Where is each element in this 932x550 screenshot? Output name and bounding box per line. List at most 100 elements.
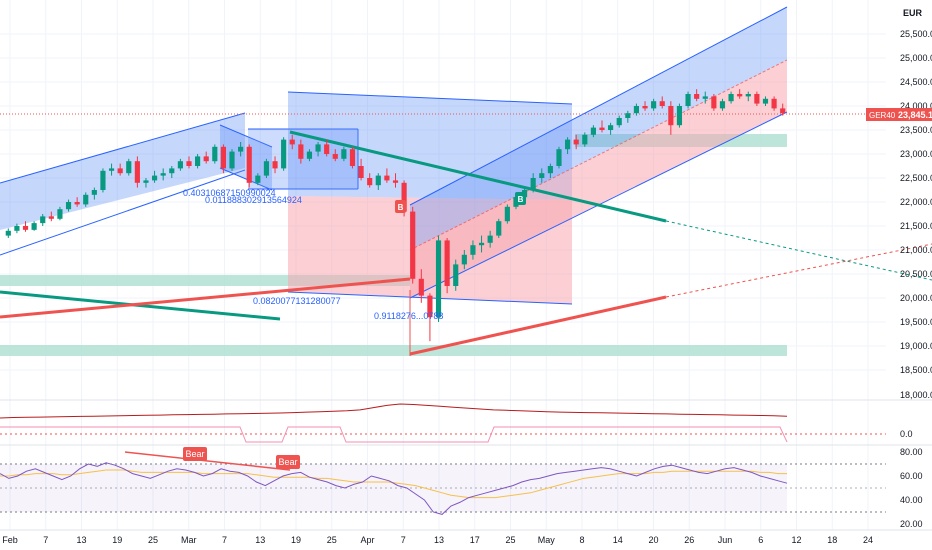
candle xyxy=(608,122,614,135)
candle xyxy=(762,96,769,106)
candle xyxy=(719,98,726,111)
candle xyxy=(435,235,442,322)
time-axis[interactable]: Feb 7 13 19 25 Mar 7 13 19 25 Apr 7 13 17 25 May 8 14 20 26… xyxy=(2,535,873,545)
candle xyxy=(306,149,313,162)
price-tick: 22,500.0 xyxy=(900,173,932,183)
candle xyxy=(375,173,381,190)
fib-line[interactable] xyxy=(287,91,573,105)
time-tick: Apr xyxy=(360,535,374,545)
buy-marker[interactable]: B xyxy=(515,192,526,205)
candle xyxy=(126,158,132,176)
candle xyxy=(582,132,588,147)
rsi-pane: Bear Bear 80.00 60.00 40.00 20.00 xyxy=(0,447,923,529)
fib-line[interactable] xyxy=(219,167,273,191)
price-tick: 25,500.0 xyxy=(900,29,932,39)
candle xyxy=(298,139,304,164)
candle xyxy=(238,142,244,157)
candle xyxy=(780,103,786,116)
time-tick: 18 xyxy=(827,535,837,545)
fib-line[interactable] xyxy=(219,124,273,148)
channel-lower-fill xyxy=(410,60,787,298)
candles xyxy=(5,89,786,342)
candle xyxy=(186,156,192,169)
price-tick: 23,000.0 xyxy=(900,149,932,159)
candle xyxy=(40,214,46,226)
candle xyxy=(22,221,29,232)
candle xyxy=(470,240,476,260)
candle xyxy=(487,230,493,248)
time-tick: 8 xyxy=(579,535,584,545)
price-tick: 19,500.0 xyxy=(900,317,932,327)
price-tick: 23,500.0 xyxy=(900,125,932,135)
trendline-red[interactable] xyxy=(409,295,667,356)
rsi-ma-line xyxy=(0,469,787,499)
candle xyxy=(539,168,545,183)
trendline-red[interactable] xyxy=(0,277,411,319)
time-tick: 19 xyxy=(291,535,301,545)
candle xyxy=(263,158,270,178)
support-zone[interactable] xyxy=(0,345,787,356)
price-tick: 20,000.0 xyxy=(900,293,932,303)
candle xyxy=(57,206,63,221)
candle xyxy=(642,101,648,111)
candle xyxy=(728,91,734,104)
candle xyxy=(633,103,640,116)
candle xyxy=(367,173,373,188)
time-tick: 7 xyxy=(401,535,406,545)
time-tick: 13 xyxy=(255,535,265,545)
candle xyxy=(31,221,37,231)
time-tick: 20 xyxy=(648,535,658,545)
svg-text:Bear: Bear xyxy=(185,449,204,459)
time-tick: May xyxy=(538,535,556,545)
time-tick: 25 xyxy=(148,535,158,545)
candle xyxy=(324,139,330,157)
candle xyxy=(754,91,760,106)
pane-tick: 18,000.0 xyxy=(900,390,932,400)
price-axis[interactable]: 25,500.0 25,000.0 24,500.0 24,000.0 23,500.0… xyxy=(900,29,932,375)
time-tick: 13 xyxy=(76,535,86,545)
candle xyxy=(212,144,218,164)
bear-signal[interactable]: Bear xyxy=(183,447,207,461)
candle xyxy=(745,91,751,102)
trendline-red-ext[interactable] xyxy=(665,243,932,298)
time-tick: 13 xyxy=(434,535,444,545)
candle xyxy=(573,134,579,150)
buy-marker[interactable]: B xyxy=(395,200,406,213)
fib-labels: 0.40310687150990024 0.011888302913564924… xyxy=(183,188,443,321)
time-tick: 17 xyxy=(470,535,480,545)
channel-line[interactable] xyxy=(0,169,246,256)
candle xyxy=(177,158,183,171)
candle xyxy=(48,211,54,222)
channel-line[interactable] xyxy=(0,112,246,184)
time-tick: 26 xyxy=(684,535,694,545)
candle xyxy=(117,163,123,176)
candle xyxy=(599,120,605,133)
time-tick: 6 xyxy=(758,535,763,545)
time-tick: 14 xyxy=(613,535,623,545)
fib-label: 0.0820077131280077 xyxy=(253,296,341,306)
channel-line[interactable] xyxy=(409,6,788,206)
pane-tick: 0.0 xyxy=(900,429,913,439)
price-tick: 21,500.0 xyxy=(900,221,932,231)
price-tick: 21,000.0 xyxy=(900,245,932,255)
candle xyxy=(134,156,140,188)
svg-text:GER40: GER40 xyxy=(869,111,896,120)
candle xyxy=(659,96,665,109)
candle xyxy=(349,146,356,169)
candle xyxy=(281,137,287,171)
candle xyxy=(590,125,596,138)
candle xyxy=(418,269,424,303)
channel-upper-fill xyxy=(410,7,787,250)
channel-mid[interactable] xyxy=(409,59,788,251)
candle xyxy=(530,173,536,193)
indicator-line xyxy=(0,403,788,419)
candle xyxy=(565,137,571,154)
time-tick: 25 xyxy=(505,535,515,545)
bear-signal[interactable]: Bear xyxy=(276,455,300,469)
candle xyxy=(100,168,106,193)
candle xyxy=(384,168,390,183)
svg-text:23,845.1: 23,845.1 xyxy=(898,110,932,120)
support-zone[interactable] xyxy=(0,275,410,286)
candle xyxy=(5,228,11,238)
